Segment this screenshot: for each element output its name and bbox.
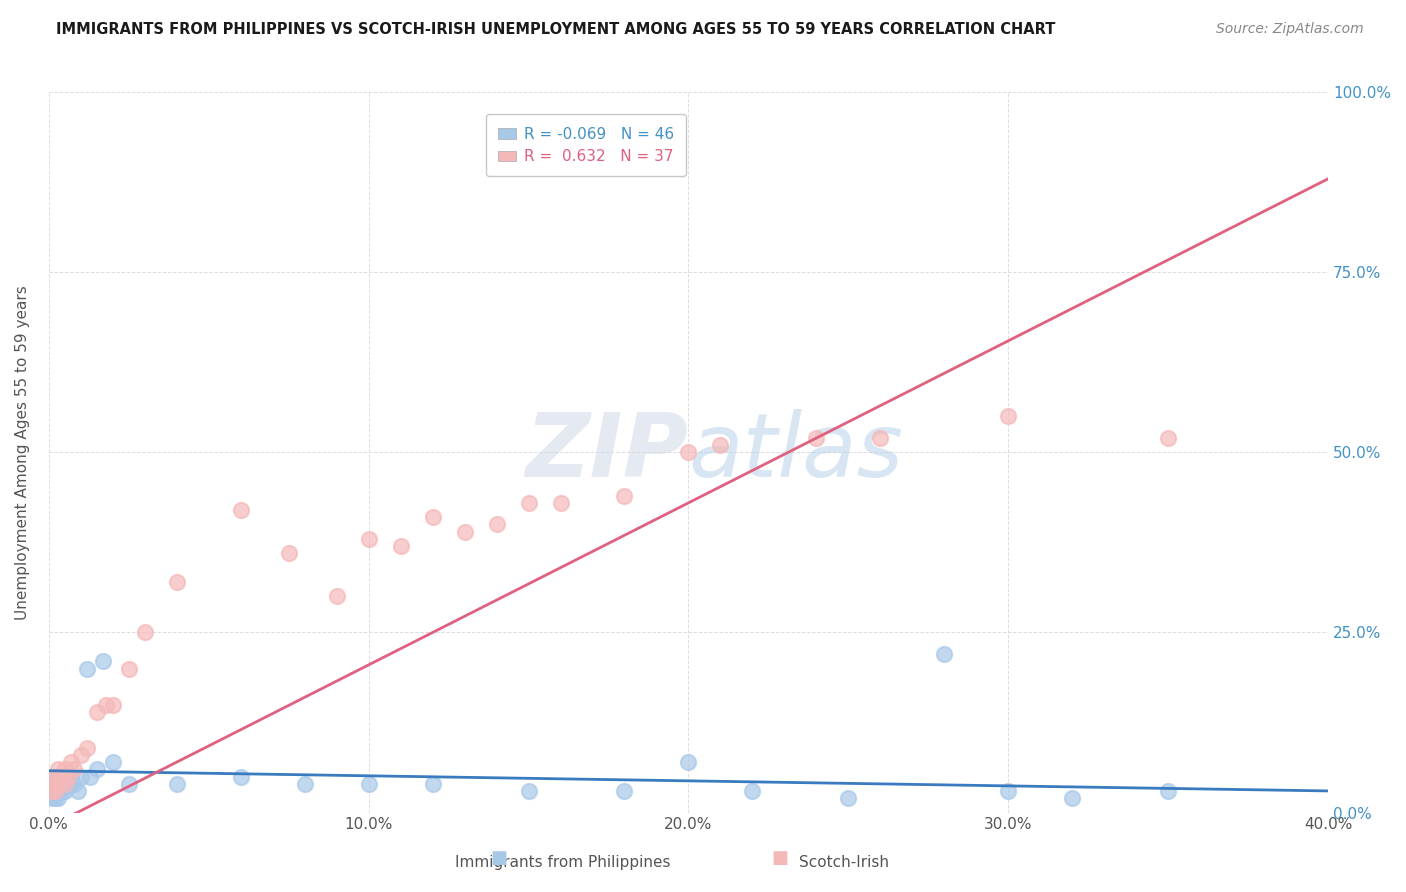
Point <box>44 770 66 784</box>
Point <box>96 698 118 712</box>
Point <box>613 489 636 503</box>
Point <box>806 431 828 445</box>
Point <box>69 770 91 784</box>
Point <box>357 777 380 791</box>
Point <box>453 524 475 539</box>
Y-axis label: Unemployment Among Ages 55 to 59 years: Unemployment Among Ages 55 to 59 years <box>15 285 30 620</box>
Point <box>63 762 86 776</box>
Text: Scotch-Irish: Scotch-Irish <box>799 855 889 870</box>
Point <box>46 770 69 784</box>
Point <box>997 409 1019 424</box>
Point <box>53 762 76 776</box>
Point <box>46 762 69 776</box>
Point <box>166 777 188 791</box>
Point <box>41 784 63 798</box>
Point <box>422 777 444 791</box>
Legend: R = -0.069   N = 46, R =  0.632   N = 37: R = -0.069 N = 46, R = 0.632 N = 37 <box>486 114 686 177</box>
Text: ■: ■ <box>772 849 789 867</box>
Point <box>44 784 66 798</box>
Point <box>389 539 412 553</box>
Point <box>38 777 60 791</box>
Point <box>46 791 69 805</box>
Point <box>91 654 114 668</box>
Point <box>76 661 98 675</box>
Point <box>166 575 188 590</box>
Point <box>51 777 73 791</box>
Point <box>118 777 141 791</box>
Point <box>41 777 63 791</box>
Point <box>44 777 66 791</box>
Point <box>69 747 91 762</box>
Point <box>60 777 83 791</box>
Point <box>229 770 252 784</box>
Point <box>53 784 76 798</box>
Point <box>325 590 347 604</box>
Point <box>60 770 83 784</box>
Point <box>1157 784 1180 798</box>
Point <box>741 784 763 798</box>
Point <box>869 431 891 445</box>
Point <box>613 784 636 798</box>
Point <box>56 777 79 791</box>
Text: atlas: atlas <box>689 409 903 495</box>
Point <box>229 503 252 517</box>
Point <box>422 510 444 524</box>
Point <box>997 784 1019 798</box>
Point <box>277 546 299 560</box>
Point <box>44 784 66 798</box>
Point <box>44 791 66 805</box>
Point <box>79 770 101 784</box>
Point <box>41 784 63 798</box>
Point <box>1062 791 1084 805</box>
Point <box>517 496 540 510</box>
Point <box>485 517 508 532</box>
Point <box>46 784 69 798</box>
Text: ■: ■ <box>491 849 508 867</box>
Text: ZIP: ZIP <box>526 409 689 496</box>
Point <box>53 777 76 791</box>
Point <box>44 784 66 798</box>
Point <box>934 647 956 661</box>
Point <box>46 777 69 791</box>
Point <box>101 698 124 712</box>
Point <box>118 661 141 675</box>
Point <box>357 532 380 546</box>
Point <box>76 740 98 755</box>
Text: IMMIGRANTS FROM PHILIPPINES VS SCOTCH-IRISH UNEMPLOYMENT AMONG AGES 55 TO 59 YEA: IMMIGRANTS FROM PHILIPPINES VS SCOTCH-IR… <box>56 22 1056 37</box>
Point <box>60 755 83 769</box>
Point <box>53 770 76 784</box>
Point <box>66 784 89 798</box>
Point <box>41 784 63 798</box>
Point <box>294 777 316 791</box>
Point <box>46 777 69 791</box>
Point <box>41 770 63 784</box>
Point <box>134 625 156 640</box>
Point <box>56 770 79 784</box>
Point <box>678 755 700 769</box>
Point <box>678 445 700 459</box>
Point <box>41 791 63 805</box>
Point <box>53 777 76 791</box>
Point <box>517 784 540 798</box>
Point <box>86 762 108 776</box>
Point <box>837 791 859 805</box>
Point <box>41 777 63 791</box>
Point <box>51 770 73 784</box>
Text: Source: ZipAtlas.com: Source: ZipAtlas.com <box>1216 22 1364 37</box>
Point <box>44 770 66 784</box>
Point <box>63 777 86 791</box>
Point <box>86 705 108 719</box>
Point <box>709 438 731 452</box>
Point <box>1157 431 1180 445</box>
Point <box>51 784 73 798</box>
Point <box>550 496 572 510</box>
Text: Immigrants from Philippines: Immigrants from Philippines <box>454 855 671 870</box>
Point <box>101 755 124 769</box>
